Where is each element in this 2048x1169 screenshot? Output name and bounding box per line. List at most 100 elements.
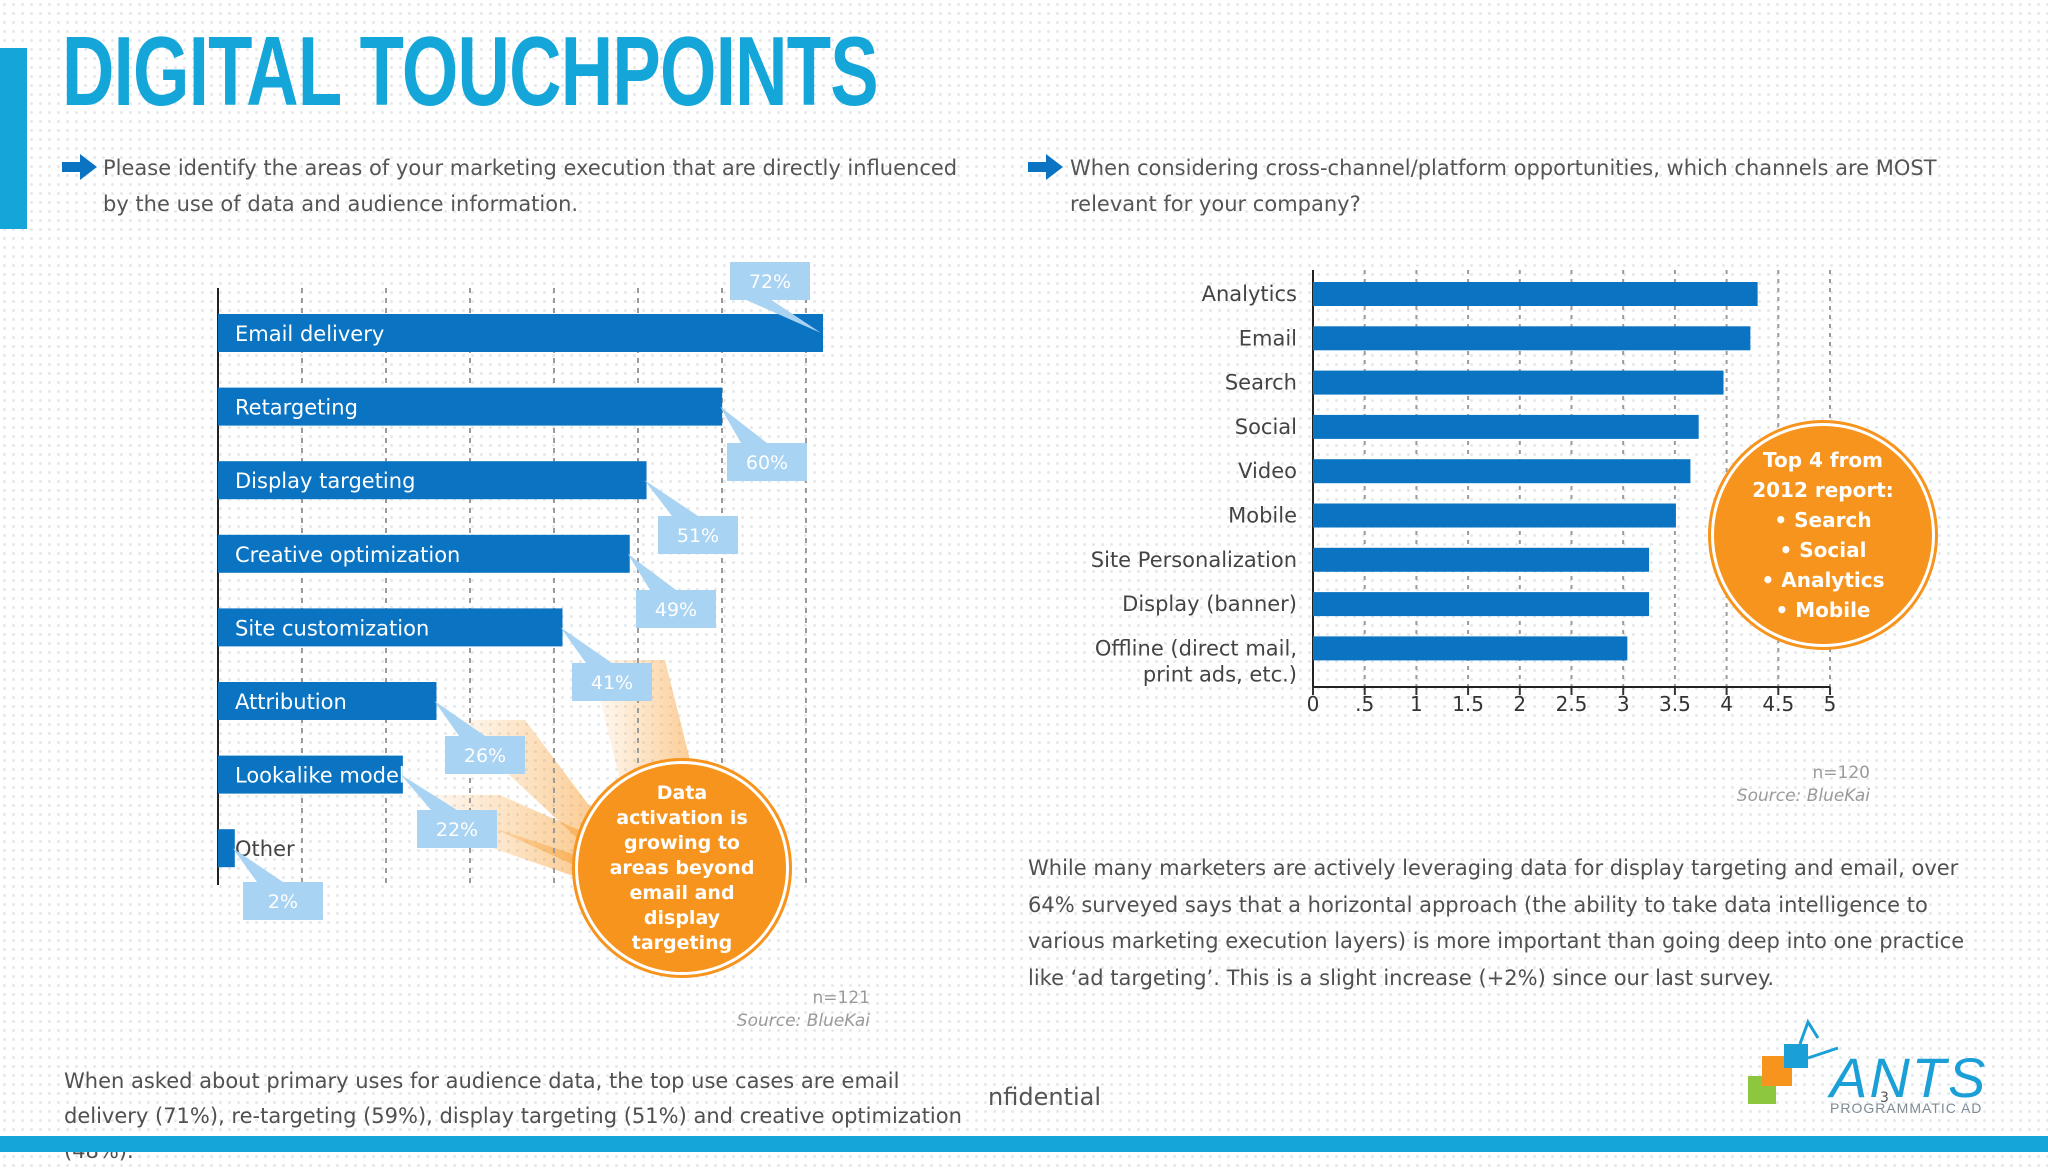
callout-right-title: Top 4 from 2012 report: (1752, 448, 1894, 502)
left-sample-size: n=121 (812, 988, 870, 1008)
bar-category-label: Email delivery (235, 322, 384, 346)
callout-left-text: Data activation is growing to areas beyo… (609, 781, 755, 954)
value-label-box (727, 443, 807, 481)
value-label-box (417, 810, 497, 848)
callout-left: Data activation is growing to areas beyo… (575, 761, 789, 975)
callout-right-item: • Analytics (1761, 568, 1885, 592)
callout-right: Top 4 from 2012 report: • Search • Socia… (1711, 423, 1935, 647)
left-chart-note: n=121 Source: BlueKai (700, 987, 870, 1033)
bar-category-label: print ads, etc.) (1143, 662, 1297, 686)
x-tick-label: 3 (1617, 692, 1630, 716)
bar-category-label: Site Personalization (1091, 548, 1297, 572)
bar-value-label: 60% (746, 452, 788, 474)
right-question: When considering cross-channel/platform … (1070, 156, 1937, 216)
bar-category-label: Site customization (235, 616, 429, 640)
bar-value-label: 22% (436, 819, 478, 841)
bar-value-label: 72% (749, 271, 791, 293)
bar (218, 461, 647, 500)
value-label-box (243, 882, 323, 920)
bar-category-label: Creative optimization (235, 543, 460, 567)
x-tick-label: 4.5 (1762, 692, 1794, 716)
x-tick-label: 5 (1824, 692, 1837, 716)
left-question: Please identify the areas of your market… (103, 156, 958, 216)
bar-value-label: 49% (655, 599, 697, 621)
bar-category-label: Analytics (1202, 282, 1297, 306)
left-accent-bar (0, 48, 27, 229)
bar-value-label: 51% (677, 525, 719, 547)
x-tick-label: 1.5 (1452, 692, 1484, 716)
callout-right-item: • Social (1779, 538, 1867, 562)
bar (218, 314, 823, 352)
bar (218, 682, 437, 720)
bar-category-label: Video (1238, 459, 1297, 483)
ants-logo-icon (1748, 1018, 1839, 1104)
logo-name: ANTS (1830, 1046, 1988, 1109)
x-tick-label: 1 (1410, 692, 1423, 716)
page-number: 3 (1880, 1090, 1889, 1106)
x-tick-label: 4 (1720, 692, 1733, 716)
bar (1313, 547, 1650, 572)
confidential-label: nfidential (988, 1083, 1101, 1111)
x-tick-label: 3.5 (1659, 692, 1691, 716)
value-label-box (658, 516, 738, 554)
left-source: Source: BlueKai (736, 1011, 870, 1031)
right-source: Source: BlueKai (1736, 786, 1870, 806)
bar (1313, 459, 1691, 484)
page-title: DIGITAL TOUCHPOINTS (62, 16, 879, 126)
left-bar-chart: Email delivery 72% Retargeting 60% Display t… (217, 262, 823, 920)
arrow-right-icon (1028, 154, 1063, 180)
bar-category-label: Search (1225, 371, 1297, 395)
right-sample-size: n=120 (1812, 763, 1870, 783)
x-tick-label: .5 (1355, 692, 1374, 716)
bar-value-label: 26% (464, 745, 506, 767)
callout-item-text: Social (1799, 538, 1867, 562)
callout-item-text: Search (1794, 508, 1872, 532)
bar (218, 829, 235, 868)
x-tick-label: 0 (1307, 692, 1320, 716)
right-bar-chart: 0 .5 1 1.5 2 2.5 3 3.5 4 4.5 5 Analytics Email Search… (1091, 270, 1837, 716)
right-chart-note: n=120 Source: BlueKai (1700, 762, 1870, 808)
value-label-box (445, 736, 525, 774)
bar (218, 755, 403, 794)
value-label-pointer (400, 774, 457, 810)
x-tick-label: 2 (1513, 692, 1526, 716)
bar (1313, 282, 1758, 306)
bar-category-label: Display targeting (235, 469, 415, 493)
bar-category-label: Mobile (1228, 504, 1297, 528)
value-label-box (730, 262, 810, 300)
bar-category-label: Attribution (235, 690, 347, 714)
logo-tagline: PROGRAMMATIC AD (1830, 1100, 1983, 1116)
value-label-pointer (627, 553, 676, 590)
bar (218, 534, 630, 573)
arrow-right-icon (62, 154, 97, 180)
value-label-pointer (560, 627, 612, 663)
bar (218, 387, 723, 426)
value-label-pointer (744, 299, 821, 333)
bar (1313, 503, 1676, 528)
bar (218, 608, 563, 647)
bar-value-label: 41% (591, 672, 633, 694)
bar (1313, 414, 1699, 439)
bar (1313, 592, 1650, 617)
value-label-pointer (644, 480, 698, 516)
bar-category-label: Lookalike modeling (235, 764, 437, 788)
left-summary: When asked about primary uses for audien… (64, 1069, 962, 1163)
bar (1313, 326, 1751, 351)
value-label-pointer (232, 848, 283, 882)
bar-category-label: Display (banner) (1122, 592, 1297, 616)
x-tick-label: 2.5 (1556, 692, 1588, 716)
right-summary: While many marketers are actively levera… (1028, 856, 1965, 990)
bar-category-label: Email (1239, 326, 1297, 350)
bar (1313, 636, 1628, 661)
bar-category-label: Retargeting (235, 396, 358, 420)
callout-right-item: • Search (1774, 508, 1872, 532)
value-label-pointer (720, 406, 767, 443)
callout-right-item: • Mobile (1775, 598, 1871, 622)
bar-category-label: Offline (direct mail, (1095, 636, 1297, 660)
value-label-box (572, 663, 652, 701)
bar (1313, 370, 1724, 395)
bar-category-label: Social (1235, 415, 1297, 439)
value-label-pointer (434, 701, 485, 736)
callout-item-text: Mobile (1795, 598, 1871, 622)
